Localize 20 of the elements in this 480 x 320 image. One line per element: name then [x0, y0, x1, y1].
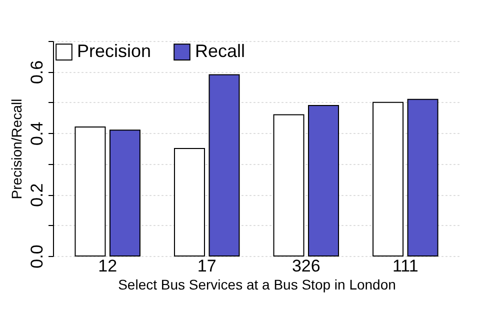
bar [74, 126, 106, 256]
x-tick-label: 111 [392, 256, 418, 276]
legend-label: Recall [195, 41, 246, 62]
bar [174, 148, 205, 256]
y-tick-label: 0.0 [28, 244, 46, 268]
y-tick-label: 0.4 [28, 122, 46, 146]
y-axis-title: Precision/Recall [8, 98, 24, 200]
y-tick-label: 0.2 [28, 183, 46, 207]
legend-label: Precision [77, 41, 152, 62]
x-tick-label: 12 [98, 256, 118, 276]
bar [109, 130, 140, 256]
bar [372, 102, 404, 256]
bar [208, 74, 240, 256]
bar [308, 105, 340, 256]
y-tick-label: 0.6 [28, 60, 46, 84]
bar [407, 98, 438, 256]
bar [273, 114, 304, 256]
x-tick-label: 17 [197, 256, 216, 276]
x-axis-title: Select Bus Services at a Bus Stop in London [118, 276, 396, 292]
x-tick-label: 326 [292, 256, 320, 276]
